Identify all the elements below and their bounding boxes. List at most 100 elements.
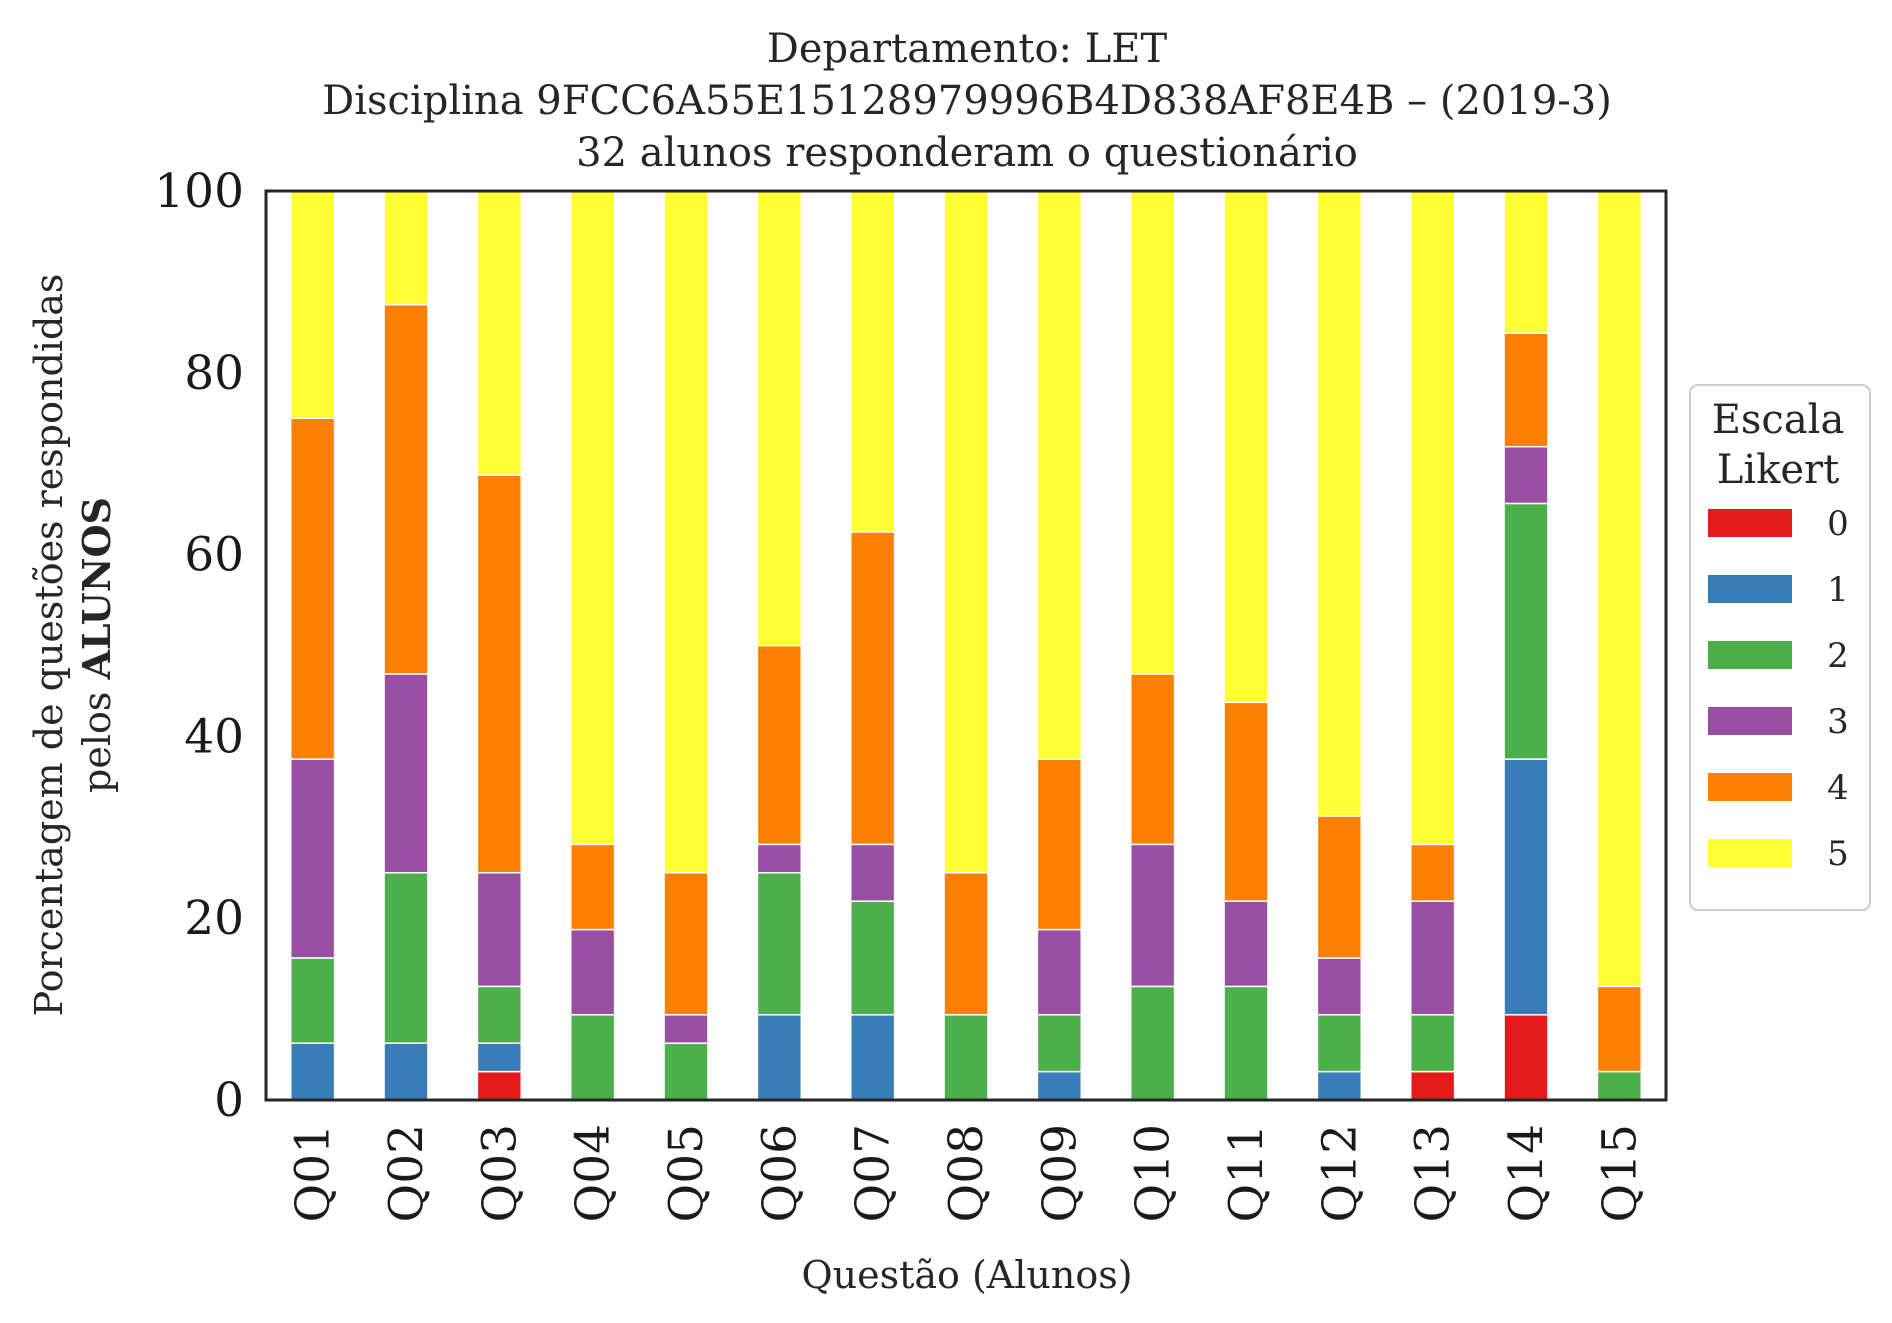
bar-segment-q13-likert-2: [1409, 1014, 1456, 1073]
legend-swatch-likert-1: [1708, 575, 1792, 603]
bar-segment-q10-likert-3: [1129, 843, 1176, 988]
y-axis-ticks: 0 20 40 60 80 100: [154, 164, 244, 1128]
x-tick-label-q06: Q06: [752, 1124, 807, 1222]
bar-segment-q12-likert-3: [1316, 957, 1363, 1016]
bar-segment-q15-likert-4: [1596, 985, 1643, 1073]
y-axis-label-prefix: pelos: [75, 680, 119, 793]
bar-segment-q10-likert-5: [1129, 190, 1176, 675]
bar-segment-q05-likert-2: [663, 1042, 709, 1101]
bar-segment-q08-likert-2: [943, 1014, 989, 1101]
bar-segment-q12-likert-1: [1316, 1070, 1363, 1101]
legend-label-likert-2: 2: [1827, 636, 1849, 676]
bar-segment-q06-likert-5: [756, 190, 803, 647]
y-tick-label-60: 60: [184, 528, 244, 583]
bar-segment-q01-likert-1: [289, 1042, 336, 1101]
y-axis-label: Porcentagem de questões respondidas pelo…: [27, 274, 119, 1017]
bar-segment-q15-likert-5: [1596, 190, 1643, 988]
legend-swatch-likert-5: [1708, 839, 1792, 867]
x-tick-label-q11: Q11: [1219, 1124, 1274, 1222]
bar-segment-q01-likert-4: [289, 417, 336, 760]
bars-layer: [289, 190, 1643, 1101]
y-axis-label-line2: pelos ALUNOS: [74, 497, 119, 793]
x-tick-label-q10: Q10: [1126, 1124, 1181, 1222]
bar-segment-q13-likert-3: [1409, 900, 1456, 1016]
x-tick-label-q12: Q12: [1312, 1124, 1367, 1222]
legend-items: 0 1 2 3 4 5: [1708, 504, 1849, 874]
bar-segment-q12-likert-2: [1316, 1014, 1363, 1073]
bar-segment-q14-likert-5: [1503, 190, 1549, 334]
bar-segment-q07-likert-1: [849, 1014, 896, 1101]
bar-segment-q05-likert-3: [663, 1014, 709, 1044]
bar-segment-q10-likert-4: [1129, 673, 1176, 846]
bar-segment-q15-likert-2: [1596, 1070, 1643, 1101]
legend-label-likert-3: 3: [1827, 702, 1849, 742]
bar-segment-q07-likert-2: [849, 900, 896, 1016]
bar-segment-q09-likert-4: [1036, 758, 1083, 931]
legend-swatch-likert-0: [1708, 509, 1792, 537]
y-axis-label-bold: ALUNOS: [74, 497, 119, 681]
bar-segment-q06-likert-2: [756, 872, 803, 1016]
bar-segment-q11-likert-3: [1223, 900, 1269, 988]
bar-segment-q07-likert-5: [849, 190, 896, 533]
bar-segment-q03-likert-4: [476, 474, 523, 874]
plot-frame: [264, 189, 1668, 1102]
bar-segment-q05-likert-5: [663, 190, 709, 874]
x-tick-label-q05: Q05: [659, 1124, 714, 1222]
y-tick-label-0: 0: [214, 1073, 244, 1128]
bar-segment-q10-likert-2: [1129, 985, 1176, 1101]
y-tick-label-80: 80: [184, 346, 244, 401]
y-tick-label-40: 40: [184, 709, 244, 764]
bar-segment-q02-likert-2: [383, 872, 429, 1044]
bar-segment-q03-likert-1: [476, 1042, 523, 1073]
bar-segment-q07-likert-4: [849, 531, 896, 846]
x-tick-label-q01: Q01: [286, 1124, 341, 1222]
bar-segment-q13-likert-0: [1409, 1070, 1456, 1101]
bar-segment-q02-likert-3: [383, 673, 429, 874]
bar-segment-q01-likert-2: [289, 957, 336, 1044]
bar-segment-q11-likert-5: [1223, 190, 1269, 704]
bar-segment-q02-likert-5: [383, 190, 429, 306]
bar-segment-q09-likert-1: [1036, 1070, 1083, 1101]
y-axis-label-line1: Porcentagem de questões respondidas: [27, 274, 71, 1017]
bar-segment-q03-likert-5: [476, 190, 523, 476]
legend-label-likert-5: 5: [1827, 834, 1849, 874]
bar-segment-q12-likert-5: [1316, 190, 1363, 817]
bar-segment-q01-likert-5: [289, 190, 336, 419]
bar-segment-q11-likert-2: [1223, 985, 1269, 1101]
bar-segment-q14-likert-3: [1503, 445, 1549, 505]
bar-segment-q14-likert-1: [1503, 758, 1549, 1016]
legend-label-likert-0: 0: [1827, 504, 1849, 544]
bar-segment-q03-likert-2: [476, 985, 523, 1044]
x-tick-label-q13: Q13: [1406, 1124, 1461, 1222]
bar-segment-q14-likert-4: [1503, 332, 1549, 448]
x-tick-label-q07: Q07: [846, 1124, 901, 1222]
chart-title: Departamento: LET Disciplina 9FCC6A55E15…: [322, 26, 1612, 176]
x-tick-label-q02: Q02: [379, 1124, 434, 1222]
x-tick-label-q08: Q08: [939, 1124, 994, 1222]
x-tick-label-q15: Q15: [1592, 1124, 1647, 1222]
bar-segment-q05-likert-4: [663, 872, 709, 1016]
bar-segment-q01-likert-3: [289, 758, 336, 959]
bar-segment-q08-likert-5: [943, 190, 989, 874]
y-tick-label-100: 100: [154, 164, 244, 219]
bar-segment-q02-likert-4: [383, 303, 429, 675]
bar-segment-q06-likert-1: [756, 1014, 803, 1101]
bar-segment-q13-likert-4: [1409, 843, 1456, 902]
bar-segment-q04-likert-4: [569, 843, 616, 931]
x-tick-label-q14: Q14: [1499, 1124, 1554, 1222]
legend-title-line2: Likert: [1717, 447, 1839, 493]
bar-segment-q03-likert-3: [476, 872, 523, 988]
bar-segment-q14-likert-2: [1503, 502, 1549, 760]
x-axis-ticks: Q01 Q02 Q03 Q04 Q05 Q06 Q07 Q08 Q09 Q10 Q11 Q12 Q13 Q…: [286, 1124, 1648, 1222]
bar-segment-q08-likert-4: [943, 872, 989, 1016]
bar-segment-q06-likert-3: [756, 843, 803, 874]
legend-label-likert-1: 1: [1827, 570, 1849, 610]
legend-label-likert-4: 4: [1827, 768, 1849, 808]
legend-title-line1: Escala: [1712, 397, 1845, 443]
bar-segment-q07-likert-3: [849, 843, 896, 902]
legend-swatch-likert-3: [1708, 707, 1792, 735]
bar-segment-q04-likert-5: [569, 190, 616, 846]
x-tick-label-q09: Q09: [1032, 1124, 1087, 1222]
bar-segment-q11-likert-4: [1223, 701, 1269, 902]
bar-segment-q02-likert-1: [383, 1042, 429, 1101]
